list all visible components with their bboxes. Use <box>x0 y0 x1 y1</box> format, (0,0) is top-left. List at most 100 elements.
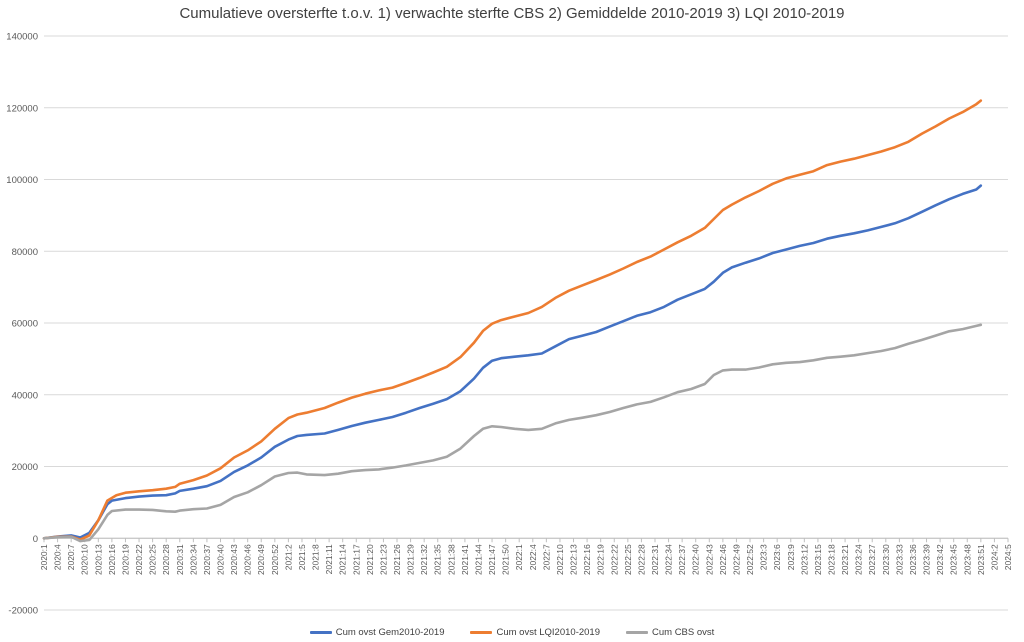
x-tick-label: 2022:25 <box>623 544 633 575</box>
x-tick-label: 2022:16 <box>582 544 592 575</box>
x-tick-label: 2021:14 <box>338 544 348 575</box>
legend-label: Cum ovst Gem2010-2019 <box>335 626 445 638</box>
x-tick-label: 2021:32 <box>419 544 429 575</box>
x-tick-label: 2021:47 <box>487 544 497 575</box>
x-tick-label: 2022:13 <box>569 544 579 575</box>
x-tick-label: 2021:5 <box>297 544 307 570</box>
x-tick-label: 2023:9 <box>786 544 796 570</box>
series-line-2 <box>42 99 983 541</box>
legend-entry-3: Cum CBS ovst <box>626 625 714 639</box>
x-tick-label: 2023:42 <box>935 544 945 575</box>
x-tick-label: 2020:7 <box>66 544 76 570</box>
x-tick-label: 2022:28 <box>636 544 646 575</box>
x-tick-label: 2020:43 <box>229 544 239 575</box>
x-tick-label: 2020:22 <box>134 544 144 575</box>
x-tick-label: 2020:52 <box>270 544 280 575</box>
y-tick-label: 120000 <box>6 103 38 114</box>
x-tick-label: 2021:20 <box>365 544 375 575</box>
x-tick-label: 2023:39 <box>922 544 932 575</box>
x-tick-label: 2023:21 <box>840 544 850 575</box>
x-tick-label: 2023:24 <box>854 544 864 575</box>
x-tick-label: 2023:36 <box>908 544 918 575</box>
x-tick-label: 2022:19 <box>596 544 606 575</box>
legend-swatch <box>309 630 332 634</box>
x-tick-label: 2023:45 <box>949 544 959 575</box>
series-line-1 <box>42 184 983 540</box>
y-tick-label: 0 <box>33 534 38 545</box>
x-tick-label: 2023:27 <box>867 544 877 575</box>
x-tick-label: 2022:22 <box>609 544 619 575</box>
x-tick-label: 2020:37 <box>202 544 212 575</box>
x-tick-label: 2023:15 <box>813 544 823 575</box>
x-tick-label: 2023:48 <box>962 544 972 575</box>
series-line-3 <box>42 323 983 543</box>
legend-label: Cum CBS ovst <box>652 626 715 638</box>
x-tick-label: 2023:18 <box>826 544 836 575</box>
x-tick-label: 2022:7 <box>541 544 551 570</box>
x-tick-label: 2022:31 <box>650 544 660 575</box>
x-tick-label: 2021:50 <box>501 544 511 575</box>
y-tick-label: 60000 <box>12 319 38 330</box>
x-tick-label: 2021:8 <box>311 544 321 570</box>
x-tick-label: 2020:34 <box>188 544 198 575</box>
x-tick-label: 2020:10 <box>80 544 90 575</box>
y-tick-label: 100000 <box>6 175 38 186</box>
x-tick-label: 2023:6 <box>772 544 782 570</box>
x-tick-label: 2021:2 <box>283 544 293 570</box>
x-tick-label: 2024:2 <box>989 544 999 570</box>
x-tick-label: 2020:25 <box>148 544 158 575</box>
x-tick-label: 2022:43 <box>704 544 714 575</box>
x-axis-ticks: 2020:1 2020:4 2020:7 2020:10 2020:13 2020:16 2… <box>39 538 1013 575</box>
x-tick-label: 2023:33 <box>894 544 904 575</box>
x-tick-label: 2020:1 <box>39 544 49 570</box>
x-tick-label: 2024:5 <box>1003 544 1013 570</box>
x-tick-label: 2021:44 <box>473 544 483 575</box>
x-tick-label: 2020:46 <box>243 544 253 575</box>
legend-label: Cum ovst LQI2010-2019 <box>496 626 600 638</box>
x-tick-label: 2023:51 <box>976 544 986 575</box>
y-tick-label: 20000 <box>12 462 38 473</box>
x-tick-label: 2021:11 <box>324 544 334 574</box>
y-tick-label: 40000 <box>12 390 38 401</box>
legend-swatch <box>470 630 493 634</box>
x-tick-label: 2023:3 <box>759 544 769 570</box>
x-tick-label: 2020:13 <box>93 544 103 575</box>
x-tick-label: 2021:35 <box>433 544 443 575</box>
x-tick-label: 2022:37 <box>677 544 687 575</box>
x-tick-label: 2020:28 <box>161 544 171 575</box>
legend-swatch <box>626 630 648 634</box>
x-tick-label: 2023:12 <box>799 544 809 575</box>
y-tick-label: -20000 <box>8 606 38 617</box>
legend-entry-1: Cum ovst Gem2010-2019 <box>309 625 445 639</box>
x-tick-label: 2020:16 <box>107 544 117 575</box>
x-tick-label: 2020:40 <box>216 544 226 575</box>
x-tick-label: 2020:49 <box>256 544 266 575</box>
x-tick-label: 2022:1 <box>514 544 524 570</box>
y-tick-label: 140000 <box>6 32 38 43</box>
x-tick-label: 2023:30 <box>881 544 891 575</box>
x-tick-label: 2021:17 <box>351 544 361 575</box>
x-tick-label: 2022:10 <box>555 544 565 575</box>
x-tick-label: 2022:52 <box>745 544 755 575</box>
x-tick-label: 2020:19 <box>120 544 130 575</box>
x-tick-label: 2021:23 <box>378 544 388 575</box>
chart-title: Cumulatieve oversterfte t.o.v. 1) verwac… <box>179 5 845 22</box>
gridlines <box>44 35 1008 611</box>
x-tick-label: 2021:41 <box>460 544 470 575</box>
legend-entry-2: Cum ovst LQI2010-2019 <box>470 625 600 639</box>
x-tick-label: 2022:49 <box>731 544 741 575</box>
legend: Cum ovst Gem2010-2019 Cum ovst LQI2010-20… <box>0 625 1024 639</box>
x-tick-label: 2022:46 <box>718 544 728 575</box>
x-tick-label: 2020:4 <box>53 544 63 570</box>
series-lines <box>42 99 983 543</box>
x-tick-label: 2021:38 <box>446 544 456 575</box>
x-tick-label: 2022:34 <box>664 544 674 575</box>
y-tick-label: 80000 <box>12 247 38 258</box>
x-tick-label: 2020:31 <box>175 544 185 575</box>
x-tick-label: 2021:29 <box>406 544 416 575</box>
x-tick-label: 2022:4 <box>528 544 538 570</box>
x-tick-label: 2021:26 <box>392 544 402 575</box>
y-axis-ticks: -20000 0 20000 40000 60000 80000 100000 120000 1… <box>6 32 38 617</box>
x-tick-label: 2022:40 <box>691 544 701 575</box>
